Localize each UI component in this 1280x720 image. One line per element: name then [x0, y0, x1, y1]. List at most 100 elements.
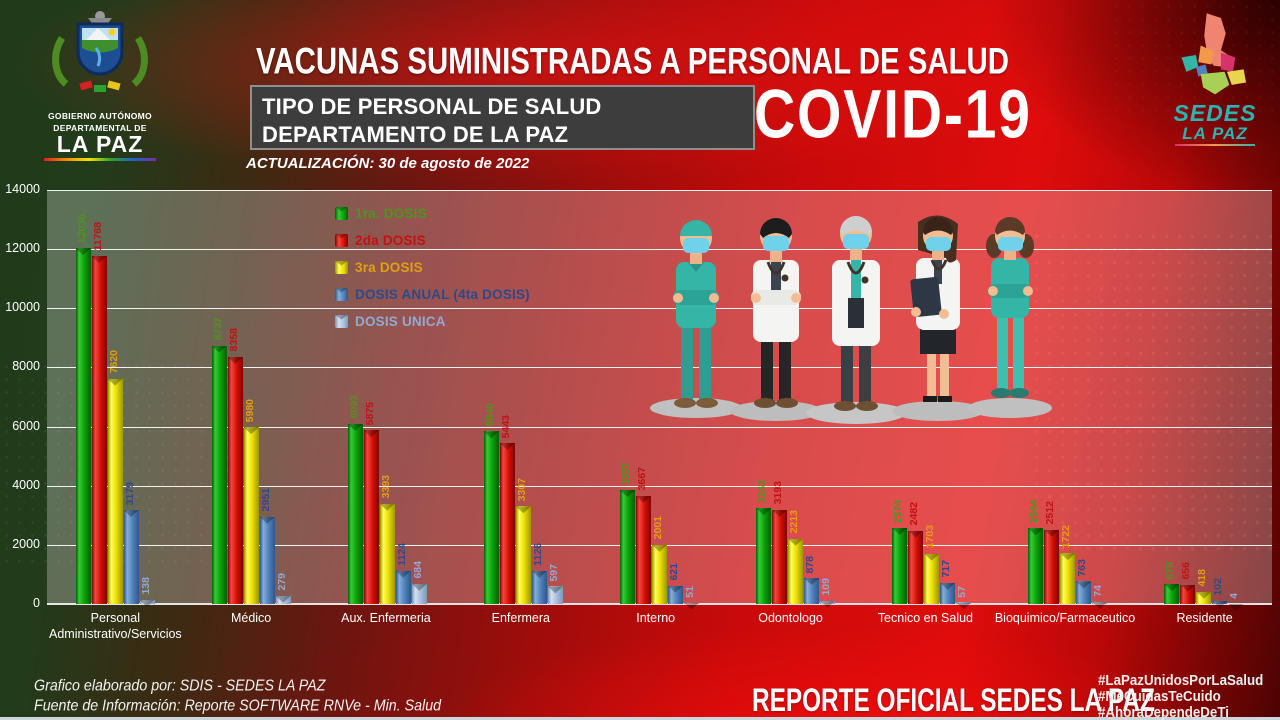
bar-column: 57 [956, 190, 972, 610]
bar-3ra-dosis [651, 544, 667, 604]
bar-top-bevel [363, 430, 379, 438]
bar-dosis-unica [411, 583, 427, 604]
bar-dosis-unica [683, 602, 699, 610]
bar-column: 1124 [395, 190, 411, 604]
bar-top-bevel [1196, 591, 1212, 599]
bar-column: 279 [275, 190, 291, 604]
bar-2da-dosis [499, 443, 515, 604]
bar-value-label: 1124 [395, 542, 408, 566]
credits: Grafico elaborado por: SDIS - SEDES LA P… [34, 677, 441, 716]
bar-value-label: 621 [667, 563, 680, 581]
bar-top-bevel [772, 509, 788, 517]
bar-top-bevel [820, 600, 836, 608]
bar-2da-dosis [227, 356, 243, 604]
bar-value-label: 3857 [619, 461, 632, 485]
bar-top-bevel [139, 599, 155, 607]
bar-value-label: 3243 [756, 479, 769, 504]
bar-value-label: 1126 [531, 542, 544, 566]
bar-group: 12036 11768 7620 3179 138 [47, 190, 183, 607]
bar-1ra-dosis [347, 423, 363, 604]
bar-column: 5840 [483, 190, 499, 604]
bar-value-label: 3393 [379, 475, 392, 499]
bar-column: 51 [683, 190, 699, 610]
bar-value-label: 2951 [259, 488, 272, 512]
gob-logo-line1: GOBIERNO AUTÓNOMO [48, 111, 152, 121]
bar-dosis-anual-4ta-dosis- [804, 578, 820, 604]
bar-dosis-unica [956, 602, 972, 610]
bar-value-label: 5840 [483, 402, 496, 427]
legend-item: DOSIS UNICA [335, 312, 530, 330]
bar-2da-dosis [772, 509, 788, 604]
bar-column: 684 [411, 190, 427, 604]
bar-column: 1722 [1060, 190, 1076, 604]
bar-top-bevel [1076, 581, 1092, 589]
gridline [47, 308, 1272, 310]
bar-column: 74 [1092, 190, 1108, 609]
x-axis-label: Enfermera [491, 611, 550, 625]
legend-label: 2da DOSIS [355, 232, 426, 248]
legend-item: 1ra. DOSIS [335, 204, 530, 222]
bar-3ra-dosis [1196, 591, 1212, 604]
bar-dosis-unica [820, 600, 836, 608]
bar-group: 3243 3193 2213 878 109 [728, 190, 864, 608]
bar-top-bevel [395, 570, 411, 578]
bar-top-bevel [924, 553, 940, 561]
bar-1ra-dosis [1028, 528, 1044, 604]
bar-column: 5980 [243, 190, 259, 604]
bar-value-label: 102 [1212, 578, 1225, 596]
legend-label: 3ra DOSIS [355, 259, 423, 275]
bar-column: 5443 [499, 190, 515, 604]
gridline [47, 190, 1272, 191]
bar-3ra-dosis [515, 506, 531, 604]
bar-top-bevel [107, 378, 123, 386]
bar-top-bevel [756, 508, 772, 516]
gridline [47, 485, 1272, 487]
bar-3ra-dosis [379, 503, 395, 604]
rainbow-stripe [44, 158, 156, 161]
bar-2da-dosis [363, 430, 379, 604]
bar-1ra-dosis [1164, 584, 1180, 604]
bar-dosis-anual-4ta-dosis- [667, 585, 683, 604]
bar-column: 418 [1196, 190, 1212, 604]
legend-item: 2da DOSIS [335, 231, 530, 249]
bar-value-label: 3667 [635, 467, 648, 491]
legend-marker-bevel [335, 206, 348, 212]
y-axis: 0 2000 4000 6000 8000 10000 12000 14000 [0, 182, 42, 610]
bar-top-bevel [788, 538, 804, 546]
covid-19-title: COVID-19 [754, 77, 1032, 153]
bar-value-label: 1703 [924, 525, 937, 549]
sedes-la-paz-logo: SEDES LA PAZ [1160, 12, 1270, 146]
bar-value-label: 279 [275, 573, 288, 591]
bar-dosis-anual-4ta-dosis- [1076, 581, 1092, 604]
bar-value-label: 8358 [227, 328, 240, 352]
legend-marker-bevel [335, 287, 348, 293]
bar-column: 8358 [227, 190, 243, 604]
bar-top-bevel [227, 356, 243, 364]
bar-top-bevel [347, 423, 363, 431]
legend-marker-icon [335, 260, 348, 274]
bar-column: 2564 [1028, 190, 1044, 604]
bar-column: 2213 [788, 190, 804, 604]
x-axis-label: Personal Administrativo/Servicios [49, 611, 182, 642]
y-tick-label: 8000 [12, 359, 40, 374]
legend-marker-icon [335, 233, 348, 247]
legend-marker-bevel [335, 314, 348, 320]
bar-column: 3193 [772, 190, 788, 604]
credit-line-1: Grafico elaborado por: SDIS - SEDES LA P… [34, 677, 326, 695]
bar-group: 6093 5875 3393 1124 684 [319, 190, 455, 604]
medical-team-illustration [648, 162, 1052, 429]
bar-value-label: 2564 [1028, 499, 1041, 524]
bar-value-label: 4 [1228, 593, 1241, 599]
bar-column: 2574 [892, 190, 908, 604]
bar-dosis-unica [275, 595, 291, 604]
bar-value-label: 2213 [788, 510, 801, 534]
bar-value-label: 138 [139, 577, 152, 595]
legend: 1ra. DOSIS 2da DOSIS 3ra DOSIS DOSIS ANUAL … [335, 204, 530, 339]
bar-value-label: 675 [1164, 561, 1177, 580]
hashtags: #LaPazUnidosPorLaSalud #MeCuidasTeCuido … [1098, 673, 1263, 720]
bar-top-bevel [804, 578, 820, 586]
bar-column: 7620 [107, 190, 123, 604]
bar-column: 2482 [908, 190, 924, 604]
bar-value-label: 57 [956, 585, 969, 598]
bar-column: 102 [1212, 190, 1228, 608]
